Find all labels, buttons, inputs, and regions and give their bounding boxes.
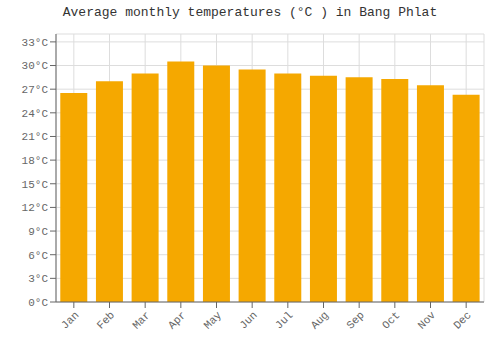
svg-text:Dec: Dec [451,309,473,331]
svg-text:24°C: 24°C [22,108,49,120]
svg-text:May: May [202,309,225,332]
svg-text:Nov: Nov [416,309,439,332]
html-text:Average monthly temperatures (: Average monthly temperatures (°C ) in Ba… [62,5,438,20]
svg-text:30°C: 30°C [22,60,49,72]
svg-text:6°C: 6°C [28,250,48,262]
svg-text:3°C: 3°C [28,273,48,285]
svg-text:Feb: Feb [95,309,117,331]
svg-text:Jul: Jul [273,309,295,331]
svg-text:Apr: Apr [166,309,188,331]
svg-text:Jun: Jun [237,309,259,331]
svg-text:Aug: Aug [309,309,331,331]
svg-text:33°C: 33°C [22,37,49,49]
svg-text:0°C: 0°C [28,297,48,309]
svg-text:21°C: 21°C [22,131,49,143]
svg-text:Sep: Sep [344,309,366,331]
svg-text:Jan: Jan [59,309,81,331]
svg-text:27°C: 27°C [22,84,49,96]
svg-text:9°C: 9°C [28,226,48,238]
svg-text:18°C: 18°C [22,155,49,167]
svg-text:12°C: 12°C [22,202,49,214]
svg-text:Oct: Oct [380,309,402,331]
svg-text:Mar: Mar [130,309,152,331]
svg-text:15°C: 15°C [22,179,49,191]
